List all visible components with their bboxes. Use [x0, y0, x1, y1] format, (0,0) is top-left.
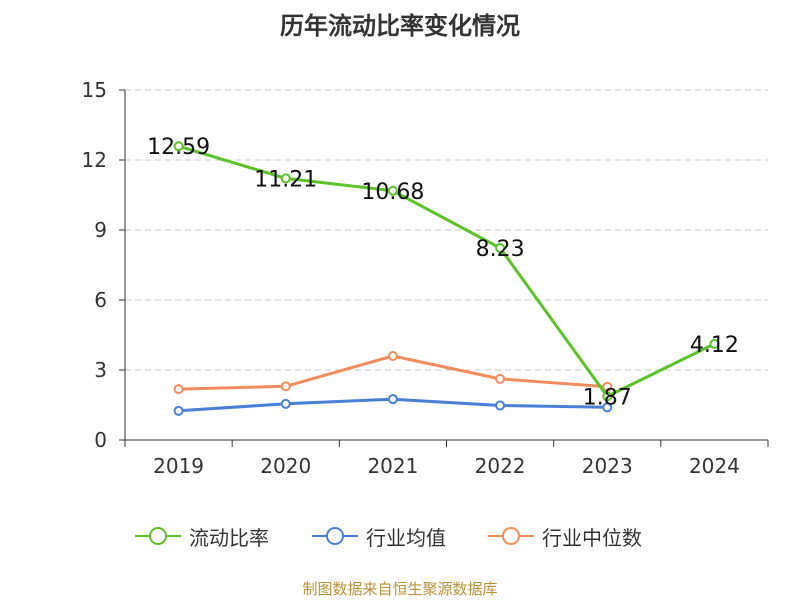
legend-label: 行业均值 [366, 525, 446, 550]
y-tick-label: 0 [94, 428, 107, 452]
legend-label: 流动比率 [189, 525, 269, 550]
data-point [602, 381, 613, 392]
x-tick-label: 2019 [153, 454, 204, 478]
chart-title: 历年流动比率变化情况 [280, 12, 520, 40]
data-label: 11.21 [254, 167, 317, 192]
y-tick-label: 9 [94, 218, 107, 242]
data-point [387, 351, 398, 361]
legend: 流动比率 行业均值 行业中位数 [0, 520, 800, 552]
data-point [709, 338, 720, 349]
source-note: 制图数据来自恒生聚源数据库 [302, 580, 498, 598]
data-point [280, 398, 291, 409]
data-point [495, 400, 506, 411]
y-tick-label: 12 [82, 148, 107, 172]
y-tick-label: 6 [94, 288, 107, 312]
data-point [173, 141, 184, 152]
data-point [280, 173, 291, 184]
legend-item-current-ratio[interactable]: 流动比率 [135, 520, 269, 552]
x-tick-label: 2021 [367, 454, 418, 478]
legend-item-industry-mean[interactable]: 行业均值 [312, 520, 446, 552]
y-tick-label: 15 [82, 78, 107, 102]
data-point [387, 394, 398, 405]
data-point [495, 242, 506, 253]
data-point [173, 405, 184, 416]
data-label: 10.68 [361, 180, 424, 205]
x-tick-label: 2020 [260, 454, 311, 478]
series-line-0 [178, 144, 716, 398]
data-label: 8.23 [476, 237, 525, 262]
axes: 0 3 6 9 12 15 2019 2020 2021 2022 2023 2024 [82, 78, 769, 478]
data-label: 4.12 [690, 333, 739, 358]
data-point [387, 185, 398, 196]
data-label: 1.87 [583, 385, 632, 410]
x-tick-label: 2024 [689, 454, 740, 478]
data-label: 12.59 [147, 135, 210, 160]
legend-line-icon [312, 527, 358, 545]
legend-line-icon [488, 527, 534, 545]
x-tick-label: 2023 [582, 454, 633, 478]
data-point [280, 381, 291, 392]
data-point [495, 373, 506, 384]
legend-label: 行业中位数 [542, 525, 642, 550]
data-point [602, 402, 613, 413]
legend-line-icon [135, 527, 181, 545]
legend-item-industry-median[interactable]: 行业中位数 [488, 520, 642, 552]
grid-lines [125, 89, 768, 371]
data-point [173, 384, 184, 395]
data-point [602, 391, 613, 402]
y-tick-label: 3 [94, 358, 107, 382]
data-labels: 12.59 11.21 10.68 8.23 1.87 4.12 [147, 135, 739, 410]
series-lines [173, 141, 720, 416]
x-tick-label: 2022 [475, 454, 526, 478]
